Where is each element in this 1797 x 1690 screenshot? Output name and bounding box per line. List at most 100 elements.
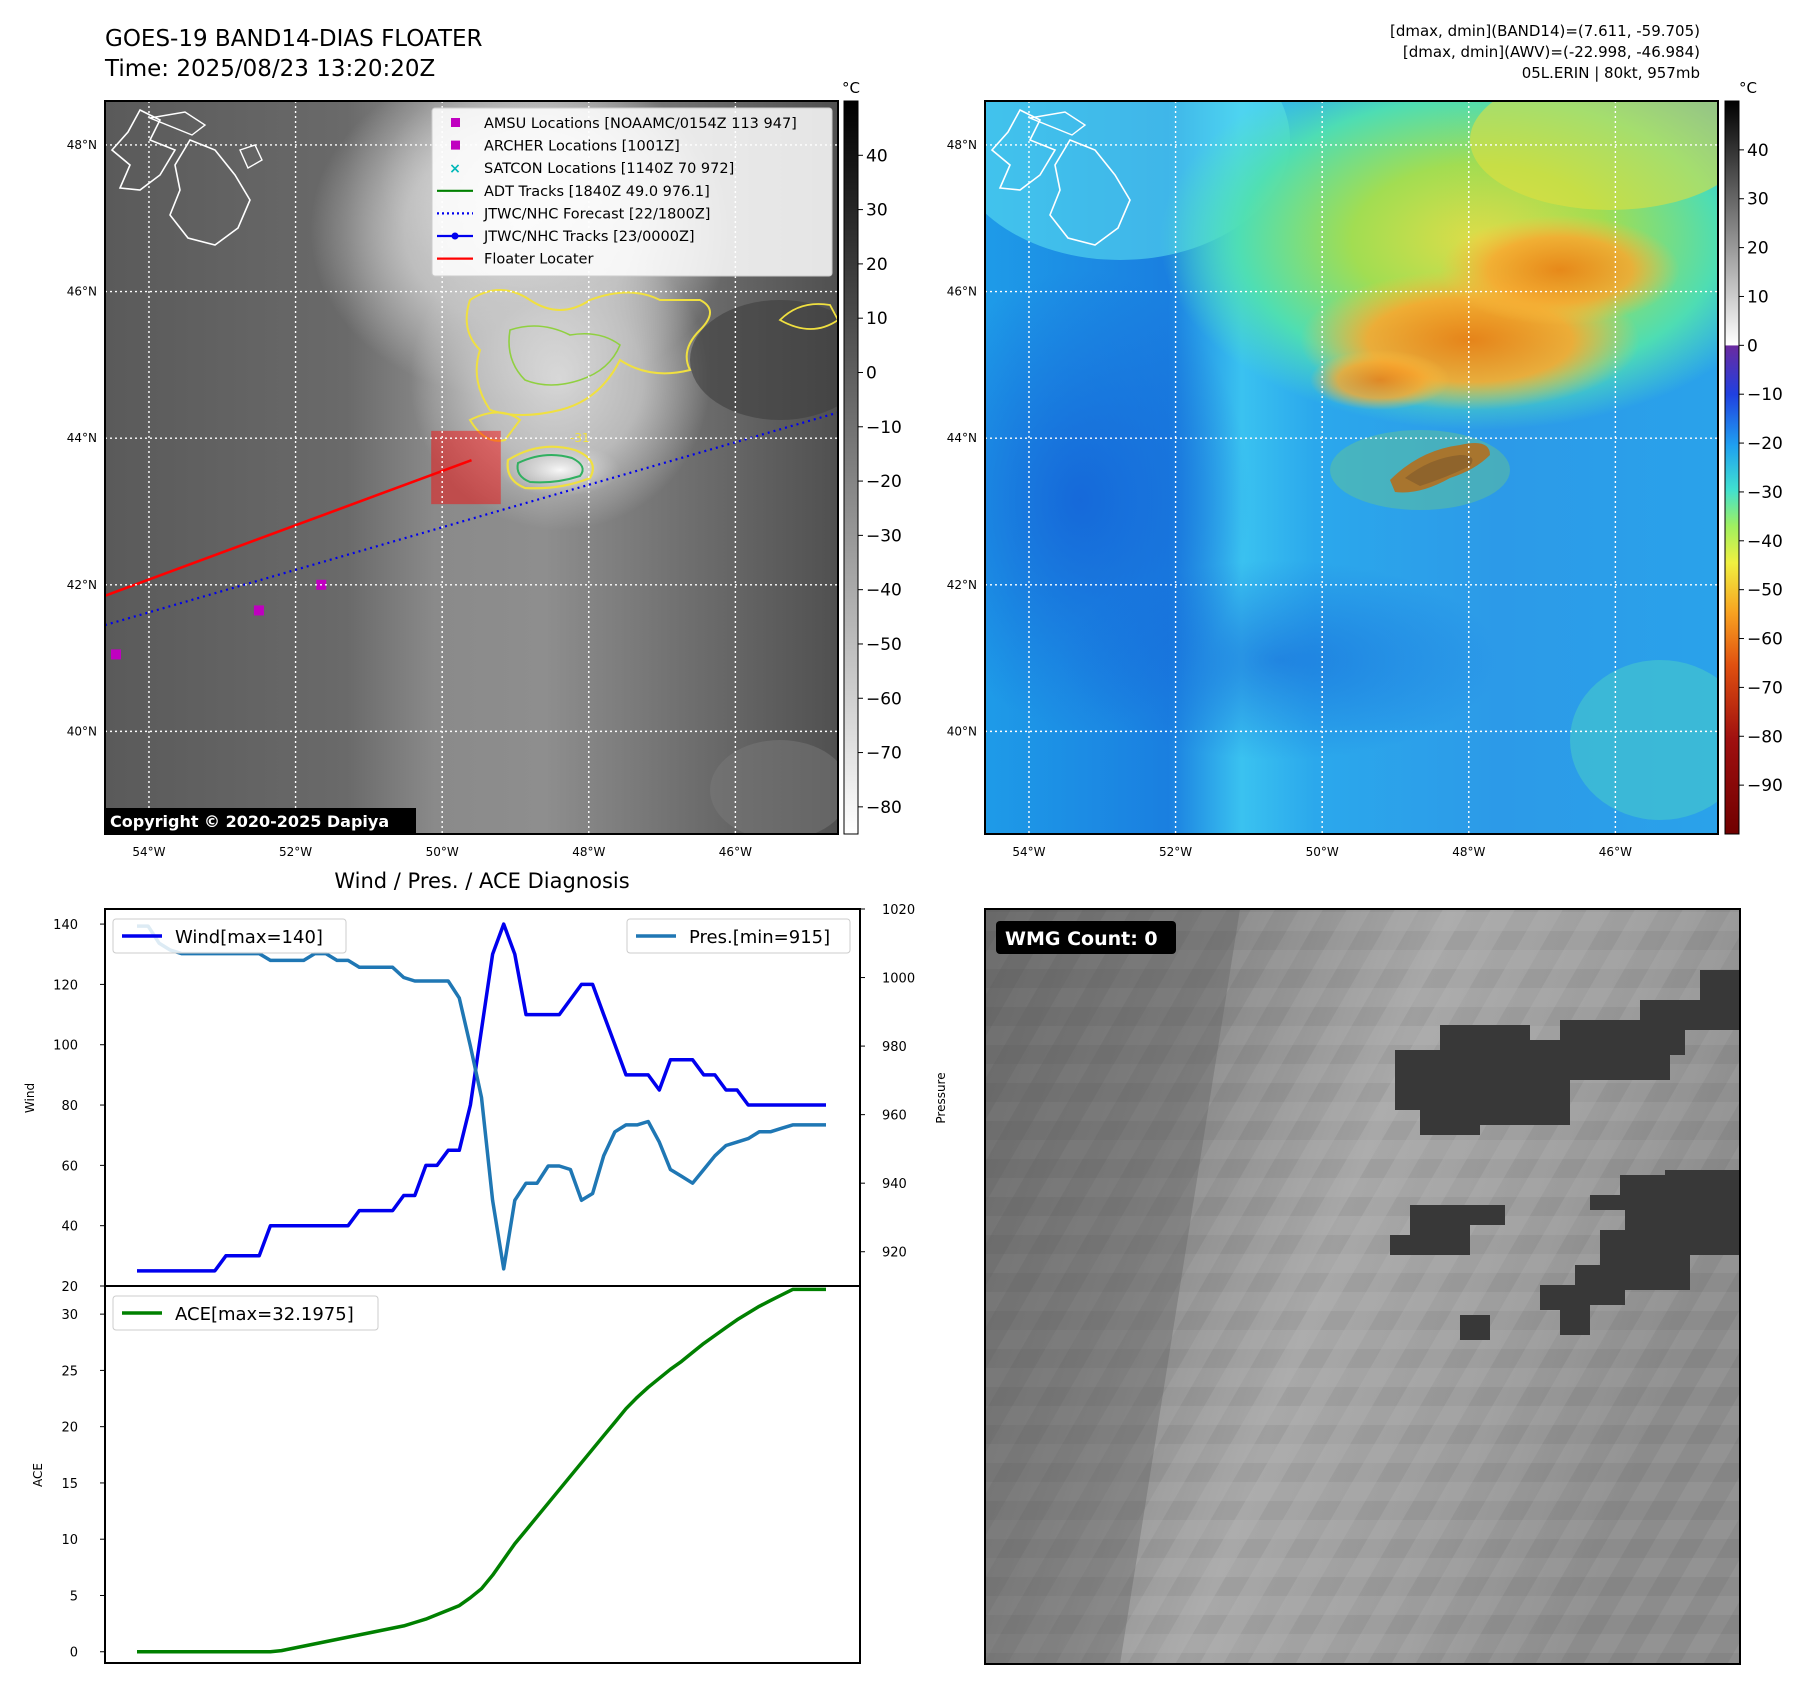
lon-tick-label: 52°W <box>1159 845 1192 859</box>
colorbar-tick-label: 30 <box>1747 190 1769 210</box>
colorbar-tick-label: −90 <box>1747 776 1783 796</box>
pressure-y-ticks: 920 940 960 980 1000 1020 <box>860 903 915 1261</box>
colorbar-tick-label: −70 <box>1747 678 1783 698</box>
wind-tick-label: 100 <box>53 1039 78 1054</box>
ir-colorbar <box>843 100 859 835</box>
pressure-tick-label: 1020 <box>882 903 915 918</box>
colorbar-tick-label: −40 <box>1747 532 1783 552</box>
pressure-tick-label: 1000 <box>882 972 915 987</box>
legend-item: × SATCON Locations [1140Z 70 972] <box>449 161 734 177</box>
wv-colorbar <box>1724 100 1740 835</box>
colorbar-tick-label: −30 <box>1747 483 1783 503</box>
info-line-2: [dmax, dmin](AWV)=(-22.998, -46.984) <box>1402 43 1700 61</box>
ir-lat-labels: 48°N 46°N 44°N 42°N 40°N <box>67 138 97 738</box>
ace-tick-label: 10 <box>61 1533 78 1548</box>
forecast-track-line <box>105 411 838 627</box>
colorbar-tick-label: −80 <box>866 798 902 818</box>
pressure-axis-label: Pressure <box>934 1072 948 1123</box>
wmg-panel: WMG Count: 0 <box>984 908 1741 1665</box>
pressure-tick-label: 960 <box>882 1109 907 1124</box>
wind-tick-label: 60 <box>61 1159 78 1174</box>
lat-tick-label: 42°N <box>67 578 97 592</box>
colorbar-tick-label: 40 <box>866 146 888 166</box>
amsu-point <box>110 649 121 660</box>
lat-tick-label: 46°N <box>947 285 977 299</box>
colorbar-tick-label: −30 <box>866 526 902 546</box>
lat-tick-label: 48°N <box>947 138 977 152</box>
legend-x-icon: × <box>449 161 461 177</box>
ace-axis-label: ACE <box>31 1463 45 1487</box>
wind-y-ticks: 20 40 60 80 100 120 140 <box>53 918 105 1295</box>
ace-tick-label: 15 <box>61 1477 78 1492</box>
legend-label: JTWC/NHC Forecast [22/1800Z] <box>483 206 710 222</box>
ir-lon-labels: 54°W 52°W 50°W 48°W 46°W <box>132 845 752 859</box>
colorbar-tick-label: −20 <box>866 472 902 492</box>
wv-imagery <box>985 101 1718 834</box>
ir-frame <box>104 100 839 835</box>
ir-panel: -31 AMSU Locations [NOAAMC/0154Z 113 947… <box>67 79 902 859</box>
pressure-legend-label: Pres.[min=915] <box>689 927 830 948</box>
colorbar-tick-label: −50 <box>866 635 902 655</box>
legend-item: JTWC/NHC Tracks [23/0000Z] <box>437 229 695 245</box>
lon-tick-label: 46°W <box>1599 845 1632 859</box>
colorbar-tick-label: −10 <box>1747 385 1783 405</box>
ace-tick-label: 30 <box>61 1308 78 1323</box>
wind-pressure-chart: Wind / Pres. / ACE Diagnosis 20 40 60 80 100… <box>23 869 948 1295</box>
colorbar-tick-label: 10 <box>1747 287 1769 307</box>
lon-tick-label: 50°W <box>426 845 459 859</box>
lon-tick-label: 54°W <box>132 845 165 859</box>
wind-legend: Wind[max=140] <box>112 918 347 954</box>
colorbar-tick-label: 20 <box>866 255 888 275</box>
colorbar-tick-label: 20 <box>1747 239 1769 259</box>
colorbar-tick-label: −60 <box>1747 630 1783 650</box>
colorbar-tick-label: −40 <box>866 581 902 601</box>
colorbar-tick-label: −60 <box>866 689 902 709</box>
ace-legend: ACE[max=32.1975] <box>112 1295 379 1331</box>
wind-tick-label: 120 <box>53 978 78 993</box>
ir-colorbar-unit: °C <box>842 79 860 97</box>
colorbar-tick-label: 0 <box>866 363 877 383</box>
ir-colorbar-ticks: 40 30 20 10 0 −10 −20 −30 −40 −50 −60 −70 −80 <box>858 146 902 818</box>
legend-label: JTWC/NHC Tracks [23/0000Z] <box>483 229 695 245</box>
pressure-legend: Pres.[min=915] <box>626 918 851 954</box>
wv-colorbar-unit: °C <box>1739 79 1757 97</box>
wv-lon-labels: 54°W 52°W 50°W 48°W 46°W <box>1012 845 1632 859</box>
wind-tick-label: 20 <box>61 1280 78 1295</box>
info-line-1: [dmax, dmin](BAND14)=(7.611, -59.705) <box>1389 22 1700 40</box>
colorbar-tick-label: −20 <box>1747 434 1783 454</box>
legend-dot-icon <box>451 232 459 240</box>
colorbar-tick-label: 10 <box>866 309 888 329</box>
copyright-box <box>104 808 416 833</box>
lat-tick-label: 40°N <box>67 724 97 738</box>
ace-series-line <box>137 1287 826 1654</box>
ace-chart: 0 5 10 15 20 25 30 ACE ACE[max=32.1975] <box>31 1285 861 1664</box>
colorbar-tick-label: −70 <box>866 744 902 764</box>
lat-tick-label: 48°N <box>67 138 97 152</box>
lat-tick-label: 42°N <box>947 578 977 592</box>
lat-tick-label: 40°N <box>947 724 977 738</box>
lon-tick-label: 54°W <box>1012 845 1045 859</box>
lon-tick-label: 48°W <box>572 845 605 859</box>
wmg-badge <box>996 921 1176 954</box>
figure-time: Time: 2025/08/23 13:20:20Z <box>105 56 436 82</box>
colorbar-tick-label: −80 <box>1747 727 1783 747</box>
wind-series-line <box>137 922 826 1273</box>
lon-tick-label: 50°W <box>1306 845 1339 859</box>
legend-item: ADT Tracks [1840Z 49.0 976.1] <box>437 184 710 200</box>
ir-legend: AMSU Locations [NOAAMC/0154Z 113 947] ARC… <box>431 107 833 277</box>
ace-tick-label: 25 <box>61 1364 78 1379</box>
colorbar-tick-label: −10 <box>866 418 902 438</box>
lon-tick-label: 52°W <box>279 845 312 859</box>
ace-tick-label: 5 <box>70 1589 78 1604</box>
contour-label: -31 <box>570 431 590 445</box>
legend-label: Floater Locater <box>484 252 593 268</box>
pressure-tick-label: 980 <box>882 1040 907 1055</box>
pressure-tick-label: 940 <box>882 1177 907 1192</box>
wmg-badge-text: WMG Count: 0 <box>1005 928 1158 950</box>
ace-y-ticks: 0 5 10 15 20 25 30 <box>61 1308 105 1661</box>
legend-item: JTWC/NHC Forecast [22/1800Z] <box>437 206 710 222</box>
wind-legend-label: Wind[max=140] <box>175 927 323 948</box>
copyright-text: Copyright © 2020-2025 Dapiya <box>110 812 389 831</box>
colorbar-tick-label: 40 <box>1747 141 1769 161</box>
